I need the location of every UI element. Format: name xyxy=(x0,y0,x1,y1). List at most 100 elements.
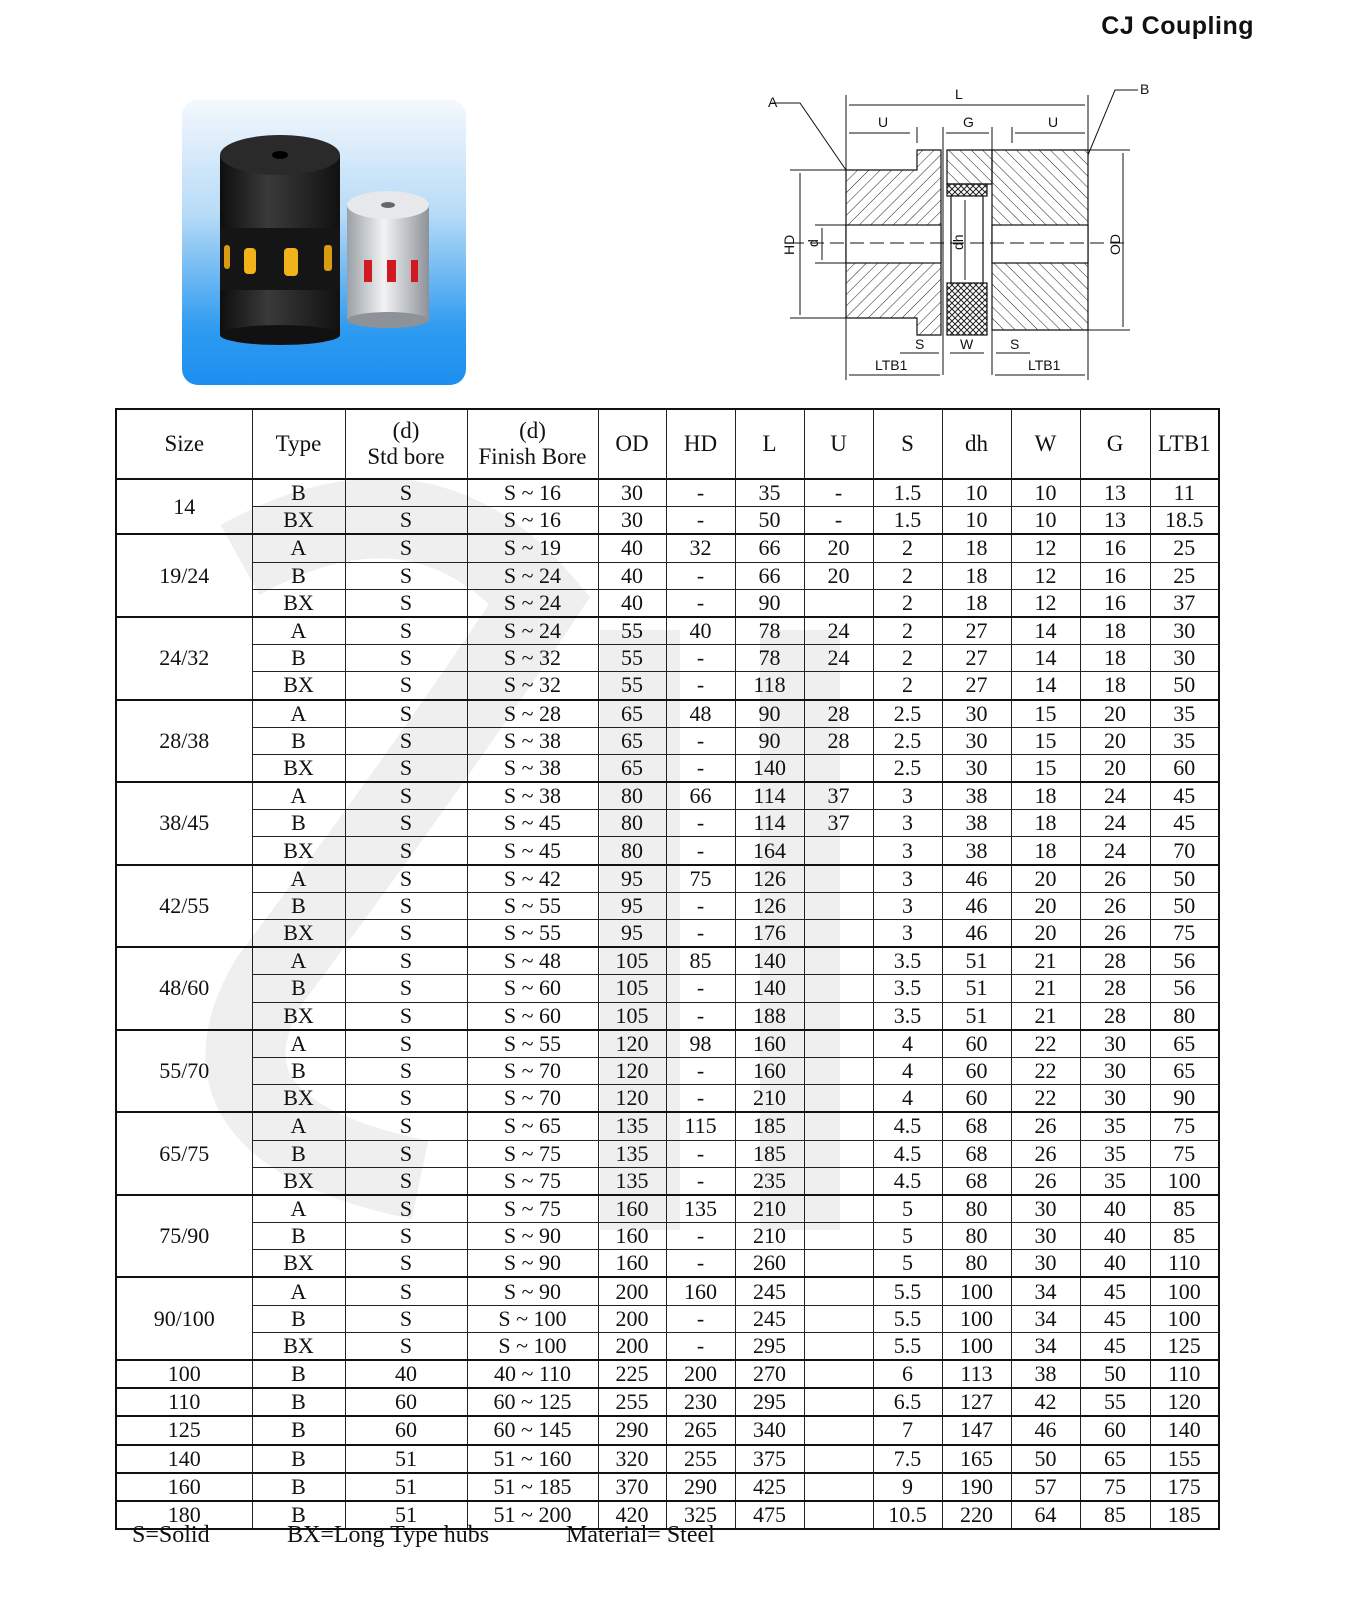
table-cell: S xyxy=(344,863,468,893)
table-cell: 50 xyxy=(1079,1358,1151,1389)
table-cell: S xyxy=(344,1111,468,1141)
table-row: 28/38 A S S ~ 28 65 48 90 28 2.5 30 15 20 35 xyxy=(115,698,1220,783)
table-cell: 14 xyxy=(1010,671,1081,700)
table-cell: 30 xyxy=(1149,615,1220,646)
table-cell: 200 xyxy=(597,1304,667,1333)
table-cell: S ~ 38 xyxy=(466,781,599,811)
table-cell xyxy=(803,1222,874,1251)
table-cell: 155 xyxy=(1149,1443,1220,1474)
table-cell: 20 xyxy=(1079,698,1151,728)
table-cell: 20 xyxy=(1010,891,1081,921)
table-cell: 30 xyxy=(1149,644,1220,673)
table-cell: 45 xyxy=(1079,1304,1151,1333)
table-cell: 265 xyxy=(665,1415,736,1446)
table-cell: S xyxy=(344,836,468,866)
table-cell: 50 xyxy=(734,506,805,535)
table-cell: S xyxy=(344,698,468,728)
table-cell: 34 xyxy=(1010,1304,1081,1333)
table-cell: 375 xyxy=(734,1443,805,1474)
table-cell: 295 xyxy=(734,1331,805,1361)
table-cell: 51 ~ 200 xyxy=(466,1499,599,1530)
table-cell: 22 xyxy=(1010,1084,1081,1113)
table-cell: 60 xyxy=(941,1084,1012,1113)
table-cell: 50 xyxy=(1010,1443,1081,1474)
table-row: 38/45 A S S ~ 38 80 66 114 37 3 38 18 24 45 xyxy=(115,781,1220,866)
table-cell: 80 xyxy=(941,1222,1012,1251)
table-cell: 28 xyxy=(803,726,874,755)
table-cell: 40 xyxy=(597,533,667,563)
table-cell: 32 xyxy=(665,533,736,563)
table-cell: 35 xyxy=(1149,726,1220,755)
table-cell: 4 xyxy=(872,1084,943,1113)
table-cell: 10.5 xyxy=(872,1499,943,1530)
column-header: OD xyxy=(597,408,667,480)
table-cell: 235 xyxy=(734,1166,805,1196)
table-cell: 24 xyxy=(1079,836,1151,866)
table-cell: 80 xyxy=(941,1249,1012,1278)
table-cell: B xyxy=(251,726,346,755)
table-cell: S xyxy=(344,1222,468,1251)
table-cell: S ~ 65 xyxy=(466,1111,599,1141)
table-cell: - xyxy=(665,1084,736,1113)
table-cell: 5 xyxy=(872,1249,943,1278)
table-row: 55/70 A S S ~ 55 120 98 160 4 60 22 30 65 xyxy=(115,1028,1220,1113)
table-cell: 35 xyxy=(1079,1166,1151,1196)
table-cell: 85 xyxy=(1149,1193,1220,1224)
table-cell: 100 xyxy=(941,1304,1012,1333)
table-cell: S ~ 75 xyxy=(466,1193,599,1224)
table-cell: 2 xyxy=(872,671,943,700)
table-cell: 18 xyxy=(1010,781,1081,811)
column-header: (d) Std bore xyxy=(344,408,468,480)
table-row: 180 B 51 51 ~ 200 420 325 475 10.5 220 64 85 185 xyxy=(115,1499,1220,1530)
size-cell: 90/100 xyxy=(115,1276,253,1361)
table-cell: 135 xyxy=(665,1193,736,1224)
table-row: BX S S ~ 90 160-260 5 80 30 40 110 xyxy=(116,1249,1220,1278)
table-cell: 24 xyxy=(803,644,874,673)
table-cell xyxy=(803,1001,874,1031)
table-cell: 13 xyxy=(1079,506,1151,535)
table-cell: 2 xyxy=(872,615,943,646)
size-cell: 160 xyxy=(115,1471,253,1502)
table-cell: 80 xyxy=(597,809,667,838)
label-w: W xyxy=(960,336,974,352)
table-row: 125 B 60 60 ~ 145 290 265 340 7 147 46 60 140 xyxy=(115,1415,1220,1446)
column-header: Type xyxy=(251,408,346,480)
table-cell: S xyxy=(344,919,468,948)
label-ltb1-left: LTB1 xyxy=(875,357,908,373)
table-cell: 48 xyxy=(665,698,736,728)
table-cell: A xyxy=(251,863,346,893)
table-cell: - xyxy=(665,809,736,838)
table-cell: 188 xyxy=(734,1001,805,1031)
table-cell xyxy=(803,1084,874,1113)
table-cell: - xyxy=(665,1056,736,1086)
table-cell: 60 xyxy=(1079,1415,1151,1446)
table-cell: - xyxy=(665,561,736,590)
table-cell: 34 xyxy=(1010,1276,1081,1306)
table-cell: BX xyxy=(251,836,346,866)
specs-table: Size Type (d) Std bore (d) Finish Bore OD HD L U S… xyxy=(115,408,1220,1531)
table-cell: S ~ 28 xyxy=(466,698,599,728)
table-cell xyxy=(803,974,874,1003)
table-cell: 126 xyxy=(734,863,805,893)
table-cell: 40 xyxy=(665,615,736,646)
legend-solid: S=Solid xyxy=(132,1522,210,1548)
table-cell: S xyxy=(344,1304,468,1333)
table-cell: 110 xyxy=(1149,1249,1220,1278)
table-cell xyxy=(803,1304,874,1333)
table-cell: 370 xyxy=(597,1471,667,1502)
table-cell: 46 xyxy=(941,919,1012,948)
table-cell: 56 xyxy=(1149,946,1220,976)
table-cell: B xyxy=(251,809,346,838)
table-cell: 12 xyxy=(1010,533,1081,563)
table-cell: 115 xyxy=(665,1111,736,1141)
table-cell: 28 xyxy=(1079,974,1151,1003)
table-cell: 85 xyxy=(1079,1499,1151,1530)
table-cell: 28 xyxy=(1079,1001,1151,1031)
table-cell: S ~ 19 xyxy=(466,533,599,563)
table-cell: 55 xyxy=(1079,1387,1151,1417)
column-header: (d) Finish Bore xyxy=(466,408,599,480)
legend-bx: BX=Long Type hubs xyxy=(287,1522,490,1548)
label-u-right: U xyxy=(1048,114,1058,130)
table-cell: 5 xyxy=(872,1222,943,1251)
